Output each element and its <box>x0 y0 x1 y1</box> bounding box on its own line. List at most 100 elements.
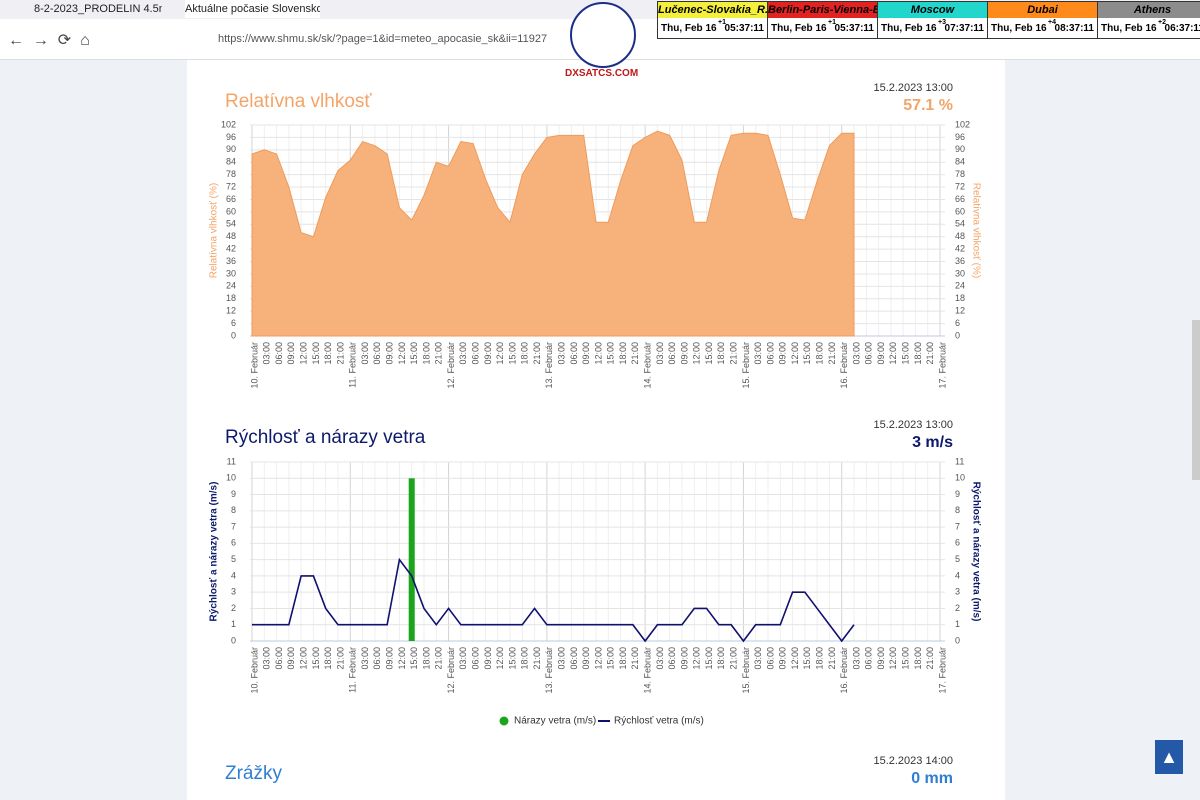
x-tick-label: 18:00 <box>618 647 628 670</box>
x-tick-label: 15:00 <box>606 647 616 670</box>
y-tick-label: 72 <box>955 181 965 191</box>
y-tick-label: 3 <box>955 587 960 597</box>
x-tick-label: 06:00 <box>372 342 382 365</box>
y-tick-label: 96 <box>226 132 236 142</box>
clock-row: Thu, Feb 16 +1 05:37:11 <box>658 18 767 37</box>
legend-swatch <box>499 716 509 726</box>
reading: 57.1 % <box>903 97 953 114</box>
y-tick-label: 102 <box>221 119 236 129</box>
x-tick-label: 03:00 <box>360 647 370 670</box>
clock-city: Berlin-Paris-Vienna-Belgrade <box>768 2 877 18</box>
x-tick-label: 03:00 <box>262 647 272 670</box>
x-tick-label: 12:00 <box>299 342 309 365</box>
x-tick-label: 18:00 <box>815 647 825 670</box>
y-tick-label: 2 <box>955 603 960 613</box>
y-tick-label: 12 <box>226 306 236 316</box>
back-to-top[interactable]: ▲ <box>1155 740 1183 774</box>
x-tick-label: 09:00 <box>876 342 886 365</box>
section-title: Relatívna vlhkosť <box>225 91 372 112</box>
x-tick-label: 15:00 <box>409 342 419 365</box>
y-tick-label: 60 <box>226 206 236 216</box>
nav-buttons[interactable]: ← → ⟳ ⌂ <box>8 32 90 49</box>
x-tick-label: 18:00 <box>913 342 923 365</box>
x-tick-label: 09:00 <box>679 342 689 365</box>
x-tick-label: 12:00 <box>888 342 898 365</box>
x-tick-label: 21:00 <box>434 647 444 670</box>
y-tick-label: 42 <box>955 243 965 253</box>
y-tick-label: 84 <box>955 157 965 167</box>
y-tick-label: 18 <box>226 293 236 303</box>
x-tick-label: 06:00 <box>471 342 481 365</box>
x-tick-label: 18:00 <box>520 342 530 365</box>
x-tick-label: 21:00 <box>827 647 837 670</box>
clock-row: Thu, Feb 16 +3 07:37:11 <box>878 18 987 37</box>
x-tick-label: 06:00 <box>372 647 382 670</box>
x-tick-label: 21:00 <box>532 342 542 365</box>
y-tick-label: 0 <box>955 635 960 645</box>
y-tick-label: 0 <box>231 635 236 645</box>
y-tick-label: 66 <box>955 194 965 204</box>
x-tick-label: 06:00 <box>274 647 284 670</box>
x-tick-label: 03:00 <box>753 342 763 365</box>
x-tick-label: 15:00 <box>311 342 321 365</box>
x-tick-label: 11. Február <box>348 342 358 388</box>
x-tick-label: 16. Február <box>839 342 849 389</box>
x-tick-label: 21:00 <box>335 647 345 670</box>
clock-time: 08:37:11 <box>1054 23 1094 34</box>
clock-city: Athens <box>1098 2 1200 18</box>
x-tick-label: 18:00 <box>421 342 431 365</box>
x-tick-label: 21:00 <box>434 342 444 365</box>
y-tick-label: 11 <box>955 456 964 466</box>
x-tick-label: 21:00 <box>335 342 345 365</box>
x-tick-label: 06:00 <box>864 342 874 365</box>
x-tick-label: 15:00 <box>802 342 812 365</box>
x-tick-label: 06:00 <box>765 647 775 670</box>
section-title: Rýchlosť a nárazy vetra <box>225 427 426 448</box>
x-tick-label: 15:00 <box>802 647 812 670</box>
y-tick-label: 10 <box>226 473 236 483</box>
x-tick-label: 15. Február <box>741 647 751 694</box>
x-tick-label: 12:00 <box>495 342 505 365</box>
x-tick-label: 15:00 <box>507 647 517 670</box>
x-tick-label: 12:00 <box>692 342 702 365</box>
x-tick-label: 21:00 <box>630 342 640 365</box>
x-tick-label: 18:00 <box>815 342 825 365</box>
url[interactable]: https://www.shmu.sk/sk/?page=1&id=meteo_… <box>218 33 548 45</box>
x-tick-label: 09:00 <box>286 342 296 365</box>
x-tick-label: 06:00 <box>667 647 677 670</box>
x-tick-label: 15:00 <box>901 342 911 365</box>
y-axis-title: Rýchlosť a nárazy vetra (m/s) <box>209 482 220 622</box>
humidity-area <box>251 130 855 337</box>
y-axis-title: Relatívna vlhkosť (%) <box>970 183 981 278</box>
x-tick-label: 14. Február <box>643 342 653 389</box>
x-tick-label: 12:00 <box>692 647 702 670</box>
clock-offset: +1 <box>828 19 836 26</box>
y-tick-label: 36 <box>226 256 236 266</box>
clock-row: Thu, Feb 16 +4 08:37:11 <box>988 18 1097 37</box>
y-tick-label: 48 <box>955 231 965 241</box>
x-tick-label: 09:00 <box>778 342 788 365</box>
x-tick-label: 12:00 <box>593 647 603 670</box>
x-tick-label: 09:00 <box>581 342 591 365</box>
x-tick-label: 06:00 <box>667 342 677 365</box>
tab[interactable]: Aktuálne počasie Slovensko - tab <box>185 0 320 18</box>
x-tick-label: 18:00 <box>421 647 431 670</box>
y-tick-label: 84 <box>226 157 236 167</box>
y-tick-label: 0 <box>231 330 236 340</box>
x-tick-label: 09:00 <box>876 647 886 670</box>
tab[interactable]: 8-2-2023_PRODELIN 4.5m/PROVII <box>34 3 162 15</box>
x-tick-label: 18:00 <box>323 647 333 670</box>
y-tick-label: 6 <box>955 538 960 548</box>
scrollbar[interactable] <box>1192 320 1200 480</box>
y-tick-label: 4 <box>231 570 236 580</box>
y-tick-label: 96 <box>955 132 965 142</box>
y-tick-label: 5 <box>231 554 236 564</box>
clock-offset: +3 <box>938 19 946 26</box>
clock-date: Thu, Feb 16 <box>771 23 827 34</box>
reading: 3 m/s <box>912 434 953 451</box>
x-tick-label: 14. Február <box>643 647 653 694</box>
x-tick-label: 16. Február <box>839 647 849 694</box>
x-tick-label: 15:00 <box>606 342 616 365</box>
x-tick-label: 03:00 <box>655 342 665 365</box>
